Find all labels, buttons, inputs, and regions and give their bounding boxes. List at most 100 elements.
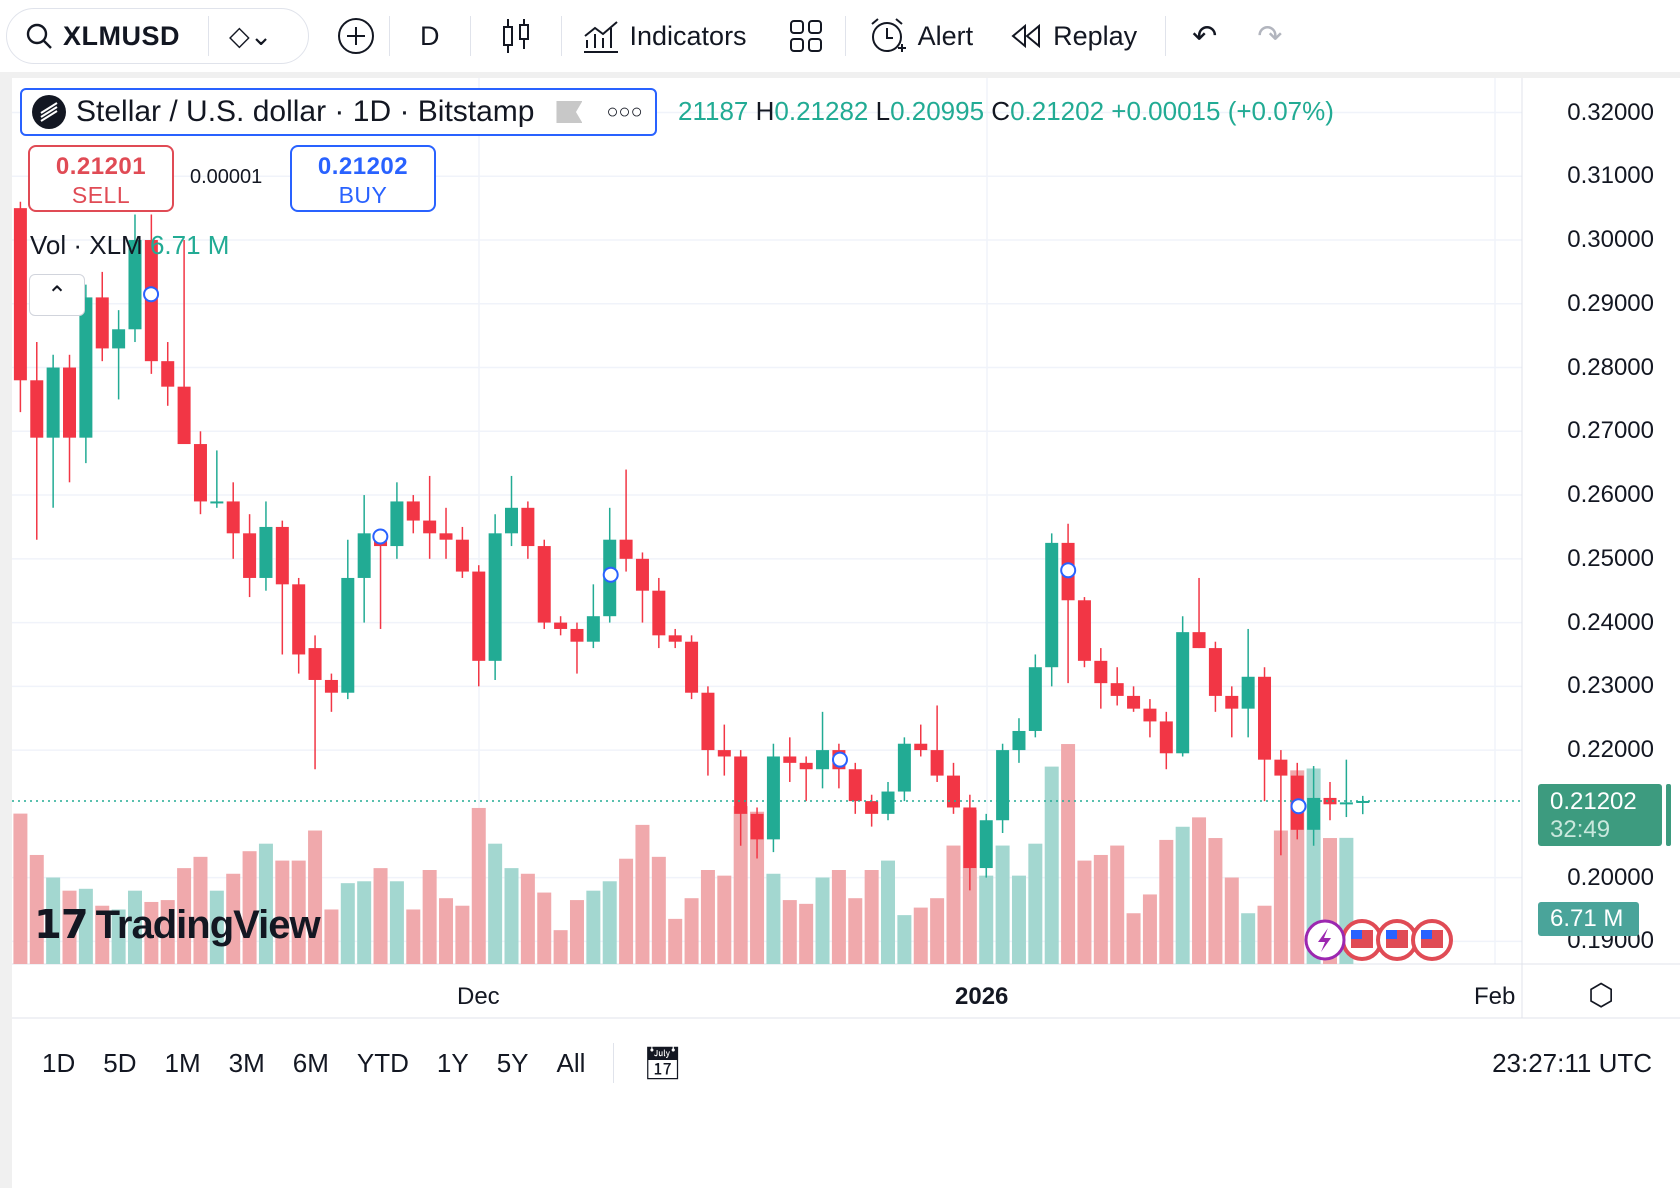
chart-type-button[interactable] <box>471 8 561 64</box>
volume-bar <box>455 905 470 964</box>
redo-icon: ↷ <box>1257 19 1283 53</box>
candle-body <box>161 361 175 387</box>
volume-bar <box>62 890 77 964</box>
price-tick: 0.26000 <box>1567 481 1654 509</box>
diamond-icon[interactable]: ◇⌄ <box>229 20 273 51</box>
range-5y[interactable]: 5Y <box>496 1047 529 1078</box>
volume-bar <box>1061 744 1076 964</box>
range-1y[interactable]: 1Y <box>436 1047 469 1078</box>
volume-bar <box>275 860 290 964</box>
settings-icon[interactable]: ⬡ <box>1588 979 1615 1012</box>
candle-body <box>1012 730 1026 751</box>
event-marker-icon <box>831 751 848 768</box>
range-6m[interactable]: 6M <box>292 1047 329 1078</box>
symbol-search[interactable]: XLMUSD ◇⌄ <box>6 8 309 64</box>
candle-body <box>799 762 813 770</box>
volume-bar <box>586 890 601 964</box>
candle-body <box>505 507 518 534</box>
volume-bar <box>373 868 388 964</box>
volume-bar <box>226 873 241 964</box>
candle-body <box>750 813 764 840</box>
price-tick: 0.30000 <box>1567 226 1654 254</box>
event-marker-icon <box>372 528 389 545</box>
volume-bar <box>782 900 797 964</box>
range-ytd[interactable]: YTD <box>356 1047 409 1078</box>
price-chart[interactable] <box>0 0 1680 1110</box>
lightning-icon <box>1318 928 1331 952</box>
goto-date-icon[interactable]: 📅︎ <box>642 1045 684 1081</box>
candle-body <box>1077 600 1091 661</box>
undo-button[interactable]: ↶ <box>1166 8 1243 64</box>
x-label-dec: Dec <box>457 983 500 1010</box>
candle-body <box>210 501 224 504</box>
indicators-icon <box>583 21 618 53</box>
rewind-icon <box>1011 23 1041 49</box>
candle-body <box>1241 676 1255 709</box>
candle-body <box>766 756 780 840</box>
grid-icon <box>789 20 822 52</box>
range-3m[interactable]: 3M <box>228 1047 265 1078</box>
alert-button[interactable]: Alert <box>846 8 996 64</box>
volume-bar <box>1224 877 1239 964</box>
volume-bar <box>291 860 306 964</box>
range-5d[interactable]: 5D <box>103 1047 137 1078</box>
indicators-button[interactable]: Indicators <box>562 8 767 64</box>
candle-body <box>357 533 371 578</box>
candle-body <box>521 507 535 547</box>
indicators-label: Indicators <box>629 20 747 51</box>
symbol-label: XLMUSD <box>63 20 180 51</box>
volume-legend[interactable]: Vol · XLM 6.71 M <box>30 230 230 260</box>
stellar-logo-icon <box>32 95 66 129</box>
candle-body <box>1143 708 1157 722</box>
clock[interactable]: 23:27:11 UTC <box>1492 1047 1652 1078</box>
candle-body <box>930 750 944 776</box>
candle-body <box>1208 648 1222 696</box>
us-flag-icon <box>1386 930 1397 939</box>
candle-body <box>570 628 584 642</box>
volume-bar <box>1110 845 1125 964</box>
volume-bar <box>29 854 44 964</box>
replay-button[interactable]: Replay <box>995 8 1151 64</box>
volume-bar <box>766 873 781 964</box>
volume-bar <box>946 845 961 964</box>
volume-bar <box>1028 843 1043 964</box>
volume-bar <box>520 873 535 964</box>
sell-button[interactable]: 0.21201 SELL <box>28 145 174 212</box>
volume-bar <box>160 900 175 964</box>
event-marker-icon <box>143 286 160 303</box>
redo-button[interactable]: ↷ <box>1243 8 1296 64</box>
volume-bar <box>930 898 945 964</box>
more-icon[interactable]: ○○○ <box>606 100 643 123</box>
candle-body <box>390 501 404 547</box>
candle-body <box>635 558 649 591</box>
volume-bar <box>717 875 732 964</box>
event-marker-icon <box>1060 562 1077 579</box>
range-1m[interactable]: 1M <box>164 1047 201 1078</box>
range-all[interactable]: All <box>556 1047 586 1078</box>
volume-bar <box>913 907 928 964</box>
candles-icon <box>502 19 529 53</box>
candle-body <box>963 807 977 869</box>
collapse-legend-button[interactable]: ⌃ <box>29 274 85 316</box>
volume-bar <box>1273 830 1288 964</box>
volume-bar <box>111 909 126 964</box>
volume-bar <box>488 843 503 964</box>
chart-pane[interactable] <box>12 78 1680 1188</box>
flag-icon <box>556 101 583 123</box>
layouts-button[interactable] <box>767 8 845 64</box>
candle-body <box>897 743 911 792</box>
symbol-legend[interactable]: Stellar / U.S. dollar · 1D · Bitstamp ○○… <box>20 88 657 136</box>
volume-bar <box>1159 839 1174 964</box>
buy-button[interactable]: 0.21202 BUY <box>290 145 436 212</box>
range-1d[interactable]: 1D <box>42 1047 76 1078</box>
price-tick: 0.28000 <box>1567 353 1654 381</box>
candle-body <box>1274 759 1288 776</box>
price-tick: 0.20000 <box>1567 863 1654 891</box>
candle-body <box>717 750 731 757</box>
candle-body <box>701 692 715 751</box>
volume-bar <box>1093 854 1108 964</box>
spread-value: 0.00001 <box>190 166 263 188</box>
add-symbol-button[interactable] <box>323 8 389 64</box>
interval-button[interactable]: D <box>390 8 470 64</box>
undo-icon: ↶ <box>1192 19 1218 53</box>
